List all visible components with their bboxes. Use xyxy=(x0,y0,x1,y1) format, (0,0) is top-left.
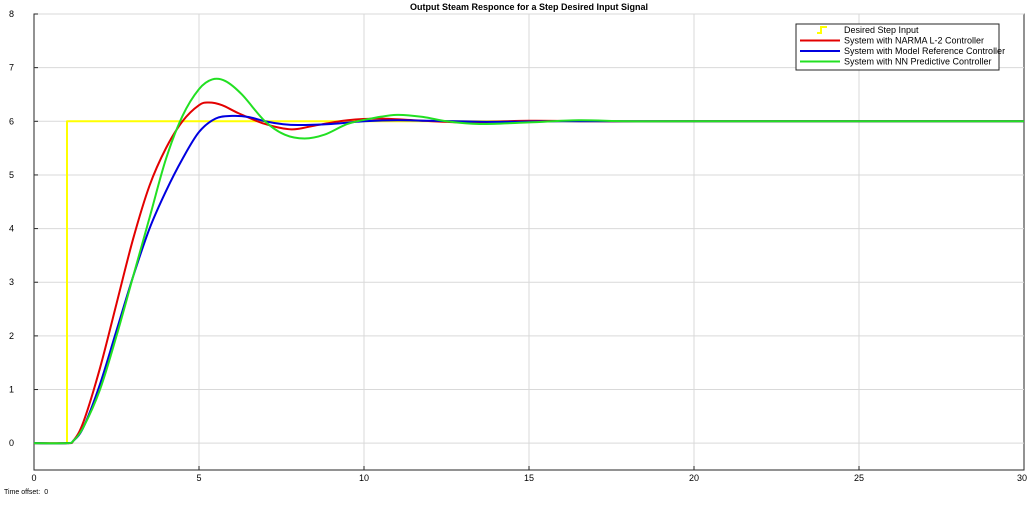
time-offset-footer: Time offset: 0 xyxy=(4,489,52,496)
series-line-4 xyxy=(33,77,1024,445)
legend-swatch xyxy=(817,26,827,34)
time-offset-value: 0 xyxy=(44,489,49,496)
legend-label: System with Model Reference Controller xyxy=(844,46,1005,56)
time-offset-label: Time offset: xyxy=(4,489,41,496)
x-tick-label: 25 xyxy=(854,473,864,483)
x-tick-label: 10 xyxy=(359,473,369,483)
series-lines xyxy=(33,77,1024,445)
axis-ticks: 0 5 10 15 20 25 30 0 1 2 3 4 5 6 7 8 xyxy=(9,9,1027,483)
y-tick-label: 1 xyxy=(9,385,14,395)
legend-label: System with NARMA L-2 Controller xyxy=(844,36,984,46)
chart-title: Output Steam Responce for a Step Desired… xyxy=(410,2,648,12)
grid xyxy=(34,13,1024,470)
y-tick-label: 2 xyxy=(9,331,14,341)
y-tick-label: 0 xyxy=(9,438,14,448)
legend-label: System with NN Predictive Controller xyxy=(844,57,992,67)
y-tick-label: 8 xyxy=(9,9,14,19)
y-tick-label: 4 xyxy=(9,224,14,234)
y-tick-label: 7 xyxy=(9,63,14,73)
y-tick-label: 3 xyxy=(9,277,14,287)
x-tick-label: 30 xyxy=(1017,473,1027,483)
x-tick-label: 15 xyxy=(524,473,534,483)
series-line-3 xyxy=(33,114,1024,445)
x-tick-label: 0 xyxy=(31,473,36,483)
y-tick-label: 5 xyxy=(9,170,14,180)
y-tick-label: 6 xyxy=(9,116,14,126)
x-tick-label: 20 xyxy=(689,473,699,483)
legend-label: Desired Step Input xyxy=(844,25,919,35)
x-tick-label: 5 xyxy=(196,473,201,483)
